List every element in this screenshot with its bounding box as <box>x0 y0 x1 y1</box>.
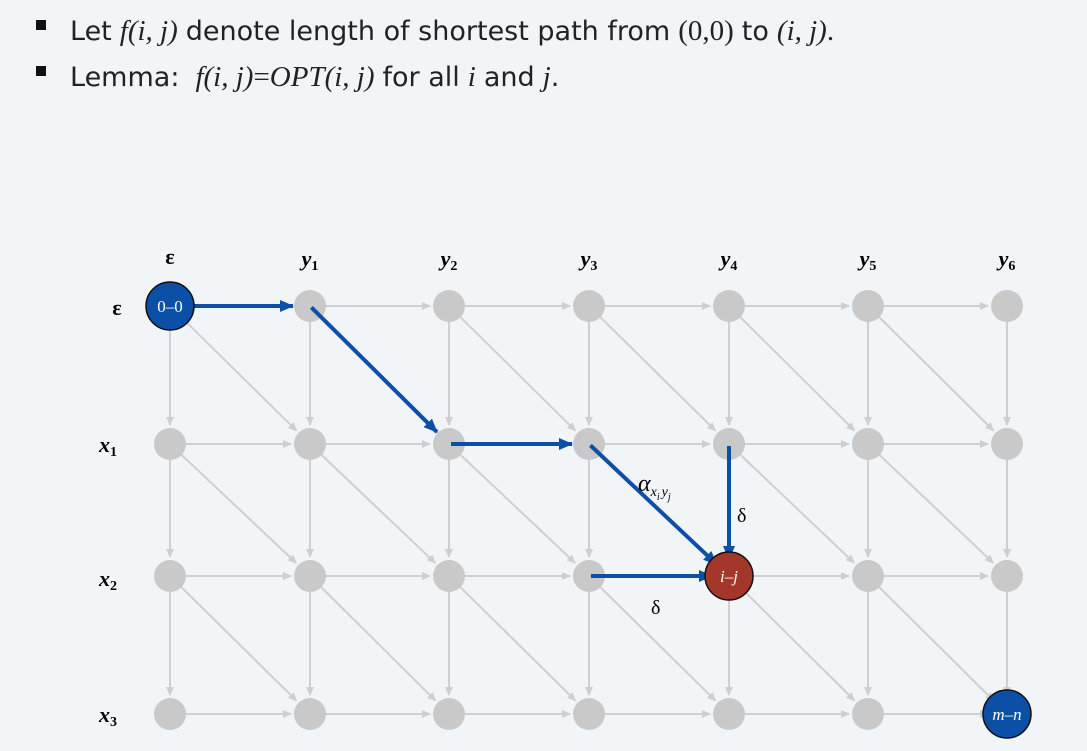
row-label-epsilon: ε <box>112 295 121 320</box>
end-node <box>982 689 1032 739</box>
grid-node <box>713 290 745 322</box>
grid-node <box>294 560 326 592</box>
row-label-x2: x2 <box>98 566 117 594</box>
bullet-list: Let f(i, j) denote length of shortest pa… <box>36 8 1076 100</box>
row-label-x1: x1 <box>98 432 117 460</box>
grid-node <box>573 290 605 322</box>
bullet-1-end: . <box>826 14 835 47</box>
grid-edge-diagonal <box>738 585 856 702</box>
grid-edge-diagonal <box>738 452 855 564</box>
grid-edge-diagonal <box>738 315 856 432</box>
horizontal-cost-label: δ <box>651 597 660 619</box>
grid-node <box>433 290 465 322</box>
row-label-x3: x3 <box>98 702 117 730</box>
grid-node <box>852 698 884 730</box>
grid-node <box>154 428 186 460</box>
grid-nodes <box>154 290 1023 730</box>
special-nodes: 0–0 i–j m–n <box>145 281 1032 739</box>
grid-edge-diagonal <box>598 585 717 702</box>
grid-edge-diagonal <box>179 585 298 702</box>
bullet-lemma: Lemma: f(i, j) = OPT(i, j) for all i and… <box>36 54 1076 100</box>
grid-node <box>991 560 1023 592</box>
grid-node <box>154 698 186 730</box>
start-node <box>145 281 195 331</box>
grid-edge-diagonal <box>458 315 577 432</box>
col-label-y3: y3 <box>578 246 598 274</box>
diagonal-cost-label: αxi yj <box>638 471 671 503</box>
grid-edge-diagonal <box>458 452 576 564</box>
grid-node <box>433 428 465 460</box>
grid-edge-diagonal <box>877 315 995 432</box>
current-node-i-j-label: i–j <box>720 567 738 586</box>
col-label-y1: y1 <box>299 246 319 274</box>
bullet-2-var-j: j <box>542 60 551 93</box>
column-labels: ε y1 y2 y3 y4 y5 y6 <box>165 244 1015 274</box>
path-edge <box>310 305 439 434</box>
grid-node <box>154 560 186 592</box>
grid-edges <box>166 302 1011 718</box>
end-node-label: m–n <box>992 705 1021 724</box>
start-node-label: 0–0 <box>157 297 183 316</box>
path-edge <box>589 443 719 566</box>
grid-edge-diagonal <box>319 452 436 564</box>
grid-node <box>713 698 745 730</box>
grid-node <box>573 698 605 730</box>
bullet-2-lhs: f(i, j) <box>195 60 254 93</box>
bullet-2-and: and <box>483 61 535 93</box>
bullet-1-origin: (0,0) <box>678 14 734 47</box>
bullet-1-to: to <box>741 15 769 47</box>
col-label-y2: y2 <box>438 246 458 274</box>
row-labels: ε x1 x2 x3 <box>98 295 122 730</box>
grid-edge-diagonal <box>458 585 577 702</box>
col-label-y6: y6 <box>996 246 1016 274</box>
grid-node <box>294 698 326 730</box>
col-label-y5: y5 <box>857 246 877 274</box>
grid-edge-diagonal <box>598 315 717 432</box>
grid-edge-diagonal <box>179 452 297 564</box>
col-label-epsilon: ε <box>165 244 174 269</box>
grid-node <box>991 290 1023 322</box>
grid-node <box>991 428 1023 460</box>
grid-node <box>573 560 605 592</box>
current-node-i-j <box>704 551 754 601</box>
grid-node <box>852 428 884 460</box>
grid-edge-diagonal <box>877 452 994 564</box>
bullet-1-text: denote length of shortest path from <box>185 15 671 47</box>
col-label-y4: y4 <box>718 246 738 274</box>
grid-node <box>852 560 884 592</box>
bullet-2-text: for all <box>382 61 460 93</box>
bullet-marker <box>36 20 46 30</box>
grid-edge-diagonal <box>179 315 298 432</box>
bullet-2-var-i: i <box>467 60 476 93</box>
grid-node <box>433 698 465 730</box>
bullet-1-dest: (i, j) <box>776 14 827 47</box>
vertical-cost-label: δ <box>737 505 746 527</box>
grid-node <box>713 428 745 460</box>
bullet-marker <box>36 66 46 76</box>
grid-node <box>852 290 884 322</box>
bullet-2-prefix: Lemma: <box>70 61 180 93</box>
bullet-1-function: f(i, j) <box>119 14 178 47</box>
bullet-2-eq: = <box>253 60 270 93</box>
bullet-2-end: . <box>550 61 560 93</box>
bullet-1-prefix: Let <box>70 15 112 47</box>
grid-node <box>433 560 465 592</box>
grid-node <box>294 428 326 460</box>
bullet-definition: Let f(i, j) denote length of shortest pa… <box>36 8 1076 54</box>
bullet-2-rhs: OPT(i, j) <box>269 60 375 93</box>
grid-edge-diagonal <box>877 585 995 702</box>
grid-edge-diagonal <box>319 585 437 702</box>
